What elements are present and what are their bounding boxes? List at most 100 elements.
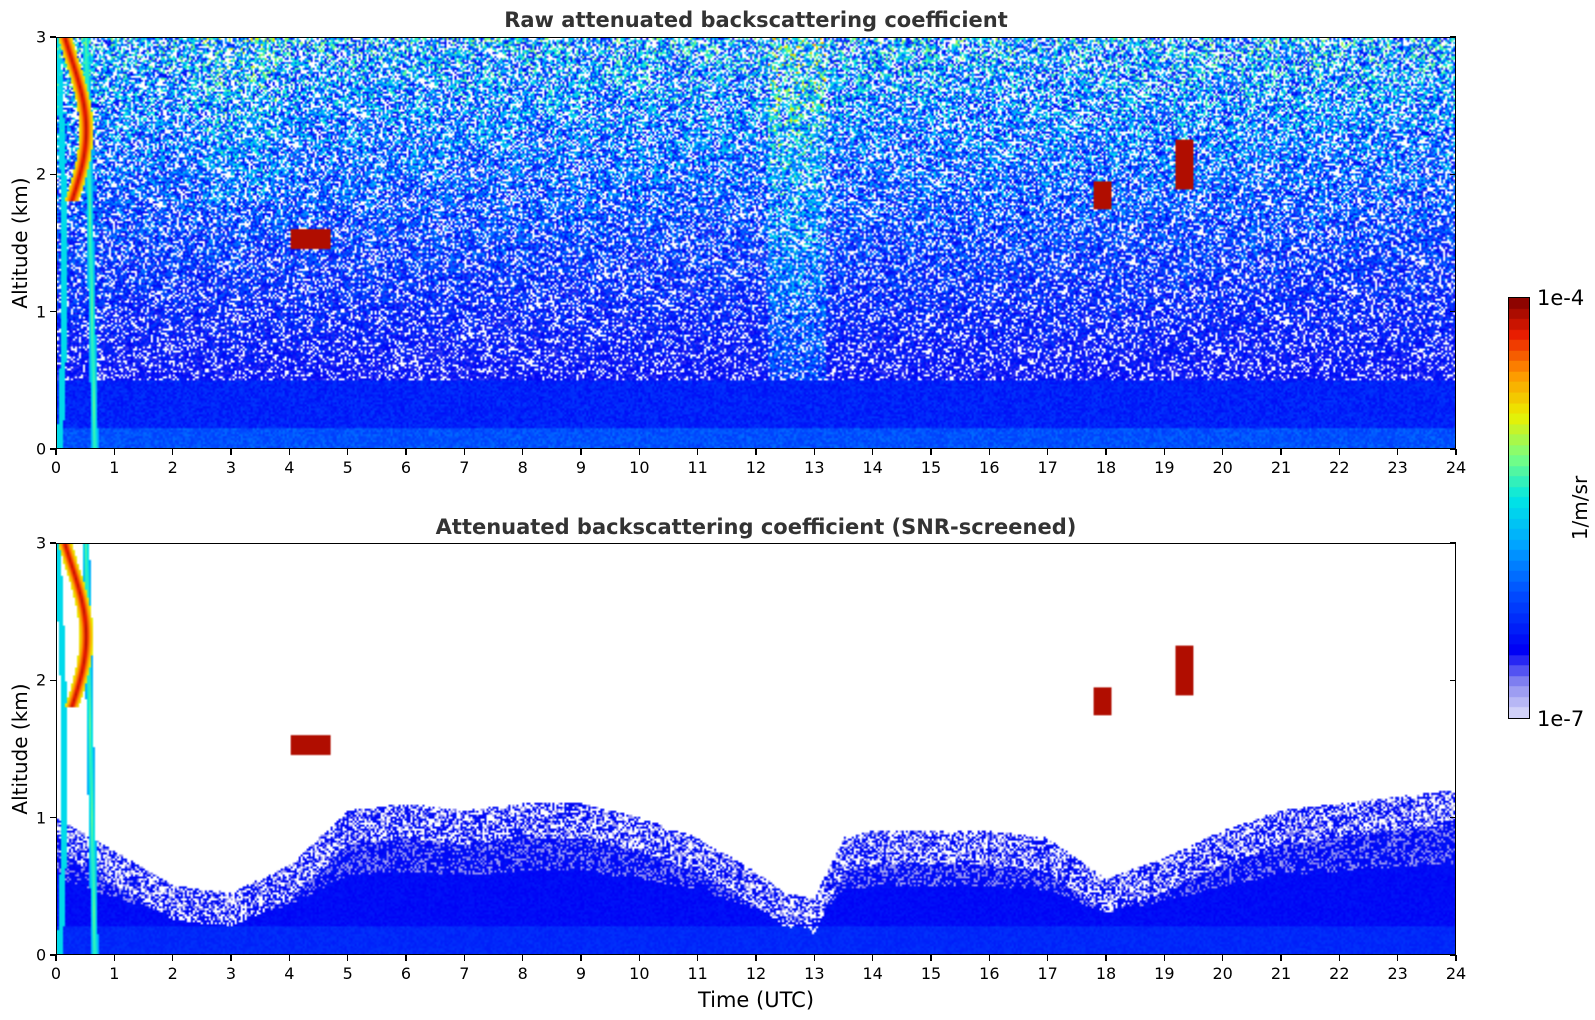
x-tick [988,449,991,455]
x-tick [230,449,232,455]
x-tick-label: 19 [1154,964,1175,983]
top-panel-title: Raw attenuated backscattering coefficien… [504,8,1008,32]
x-tick [755,955,757,961]
y-tick [50,36,56,38]
x-tick [55,955,57,961]
x-tick-label: 21 [1270,458,1292,477]
x-tick-label: 11 [687,458,708,477]
x-tick [1163,955,1166,961]
top-heatmap-plot [56,37,1456,449]
x-tick-label: 15 [920,964,942,983]
x-tick [755,449,757,455]
x-tick [638,955,641,961]
x-tick [463,449,466,455]
y-tick-label: 1 [36,302,47,322]
x-tick-label: 9 [575,458,587,477]
x-tick [1105,955,1107,961]
y-tick-right [1450,448,1456,450]
x-tick [930,449,932,455]
x-tick-label: 21 [1270,964,1292,983]
x-tick-label: 8 [517,964,528,983]
x-tick [288,955,291,961]
y-tick [50,310,56,313]
x-tick [1280,955,1282,961]
y-tick [50,816,56,819]
x-tick-label: 24 [1445,964,1467,983]
x-tick-label: 17 [1037,458,1058,477]
x-tick [346,449,349,455]
x-tick-label: 19 [1154,458,1175,477]
x-tick-label: 10 [629,964,650,983]
y-tick [50,679,56,682]
x-axis-label: Time (UTC) [697,988,815,1012]
x-tick [1163,449,1166,455]
x-tick-label: 7 [459,458,470,477]
x-tick [521,955,524,961]
x-tick [580,449,582,455]
y-tick-label: 0 [36,439,47,459]
x-tick-label: 16 [979,458,1000,477]
x-tick [1221,449,1224,455]
y-tick-label: 3 [36,27,47,47]
colorbar-unit-label: 1/m/sr [1568,475,1592,541]
x-tick [930,955,932,961]
x-tick-label: 12 [745,964,767,983]
x-tick [813,449,816,455]
x-tick-label: 4 [284,964,295,983]
x-tick-label: 6 [400,964,412,983]
y-tick-right [1450,679,1456,682]
y-tick [50,954,56,956]
x-tick-label: 3 [225,964,237,983]
x-tick-label: 12 [745,458,767,477]
x-tick-label: 2 [167,458,178,477]
x-tick [1396,449,1399,455]
x-tick-label: 0 [50,964,62,983]
x-tick-label: 16 [979,964,1000,983]
x-tick-label: 2 [167,964,178,983]
x-tick [1046,449,1049,455]
x-tick [171,449,174,455]
x-tick-label: 15 [920,458,942,477]
x-tick-label: 1 [109,964,120,983]
y-tick-label: 0 [36,945,47,965]
x-tick [1338,449,1341,455]
x-tick-label: 7 [459,964,470,983]
x-tick [638,449,641,455]
x-tick [405,449,407,455]
x-tick-label: 18 [1095,964,1117,983]
x-tick [288,449,291,455]
x-tick [405,955,407,961]
x-tick-label: 18 [1095,458,1117,477]
y-tick-right [1450,173,1456,176]
x-tick-label: 14 [862,964,883,983]
bottom-heatmap-plot [56,543,1456,955]
y-tick-right [1450,816,1456,819]
colorbar-max-label: 1e-4 [1537,286,1585,310]
x-tick [1046,955,1049,961]
x-tick-label: 3 [225,458,237,477]
x-tick [55,449,57,455]
x-tick-label: 10 [629,458,650,477]
x-tick-label: 22 [1329,458,1350,477]
x-tick [1221,955,1224,961]
x-tick-label: 11 [687,964,708,983]
y-tick-label: 2 [36,164,47,184]
x-tick [871,955,874,961]
x-tick [1338,955,1341,961]
x-tick-label: 17 [1037,964,1058,983]
x-tick-label: 5 [342,964,353,983]
bottom-panel-title: Attenuated backscattering coefficient (S… [435,515,1077,539]
x-tick [696,955,699,961]
x-tick-label: 4 [284,458,295,477]
x-tick-label: 14 [862,458,883,477]
y-tick-label: 2 [36,670,47,690]
colorbar [1508,297,1530,719]
bottom-heatmap-canvas [57,544,1455,954]
x-tick [988,955,991,961]
y-tick-right [1450,36,1456,38]
y-tick-label: 3 [36,533,47,553]
x-tick-label: 23 [1387,458,1408,477]
top-y-axis-label: Altitude (km) [8,177,32,309]
x-tick [871,449,874,455]
y-tick-right [1450,954,1456,956]
